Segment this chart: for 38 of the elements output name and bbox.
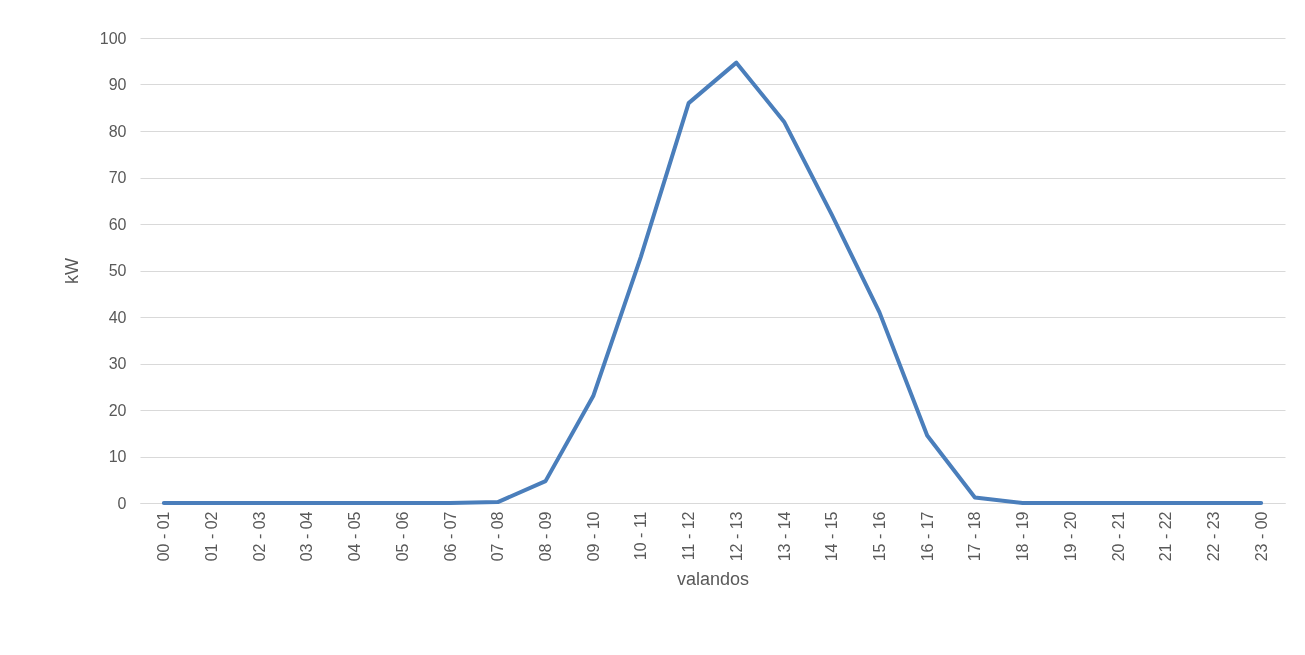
x-tick-label: 17 - 18 (966, 511, 984, 562)
y-tick-label: 90 (108, 76, 127, 93)
y-axis-title: kW (61, 258, 82, 284)
y-tick-label: 30 (108, 355, 127, 372)
x-tick-label: 19 - 20 (1061, 511, 1079, 562)
x-tick-label: 16 - 17 (918, 511, 936, 562)
x-tick-label: 10 - 11 (632, 511, 650, 561)
y-tick-label: 20 (108, 401, 127, 419)
y-tick-label: 0 (117, 494, 127, 512)
y-tick-label: 50 (108, 262, 127, 279)
x-tick-label: 23 - 00 (1252, 511, 1270, 562)
x-tick-label: 15 - 16 (870, 511, 888, 562)
x-tick-label: 18 - 19 (1014, 511, 1032, 562)
x-tick-label: 04 - 05 (346, 511, 364, 562)
x-tick-label: 20 - 21 (1109, 511, 1127, 562)
x-tick-label: 03 - 04 (298, 511, 316, 562)
x-tick-label: 01 - 02 (203, 511, 221, 562)
y-tick-label: 100 (99, 29, 127, 47)
x-tick-label: 11 - 12 (680, 511, 698, 561)
x-tick-label: 02 - 03 (250, 511, 268, 562)
y-tick-label: 80 (108, 122, 127, 140)
x-tick-label: 05 - 06 (393, 511, 411, 562)
x-tick-label: 13 - 14 (775, 511, 793, 562)
x-tick-label: 00 - 01 (155, 511, 173, 562)
y-tick-label: 60 (108, 215, 127, 233)
y-tick-label: 70 (108, 169, 127, 186)
y-tick-label: 10 (108, 448, 127, 465)
line-series (161, 60, 1264, 505)
x-tick-label: 07 - 08 (489, 511, 507, 562)
x-axis-title: valandos (676, 569, 750, 590)
x-tick-label: 12 - 13 (727, 511, 745, 562)
x-tick-label: 21 - 22 (1157, 511, 1175, 562)
x-tick-label: 09 - 10 (584, 511, 602, 562)
x-tick-label: 22 - 23 (1204, 511, 1222, 562)
x-tick-label: 14 - 15 (823, 511, 841, 562)
y-tick-label: 40 (108, 308, 127, 326)
x-tick-label: 06 - 07 (441, 511, 459, 562)
x-tick-label: 08 - 09 (537, 511, 555, 562)
